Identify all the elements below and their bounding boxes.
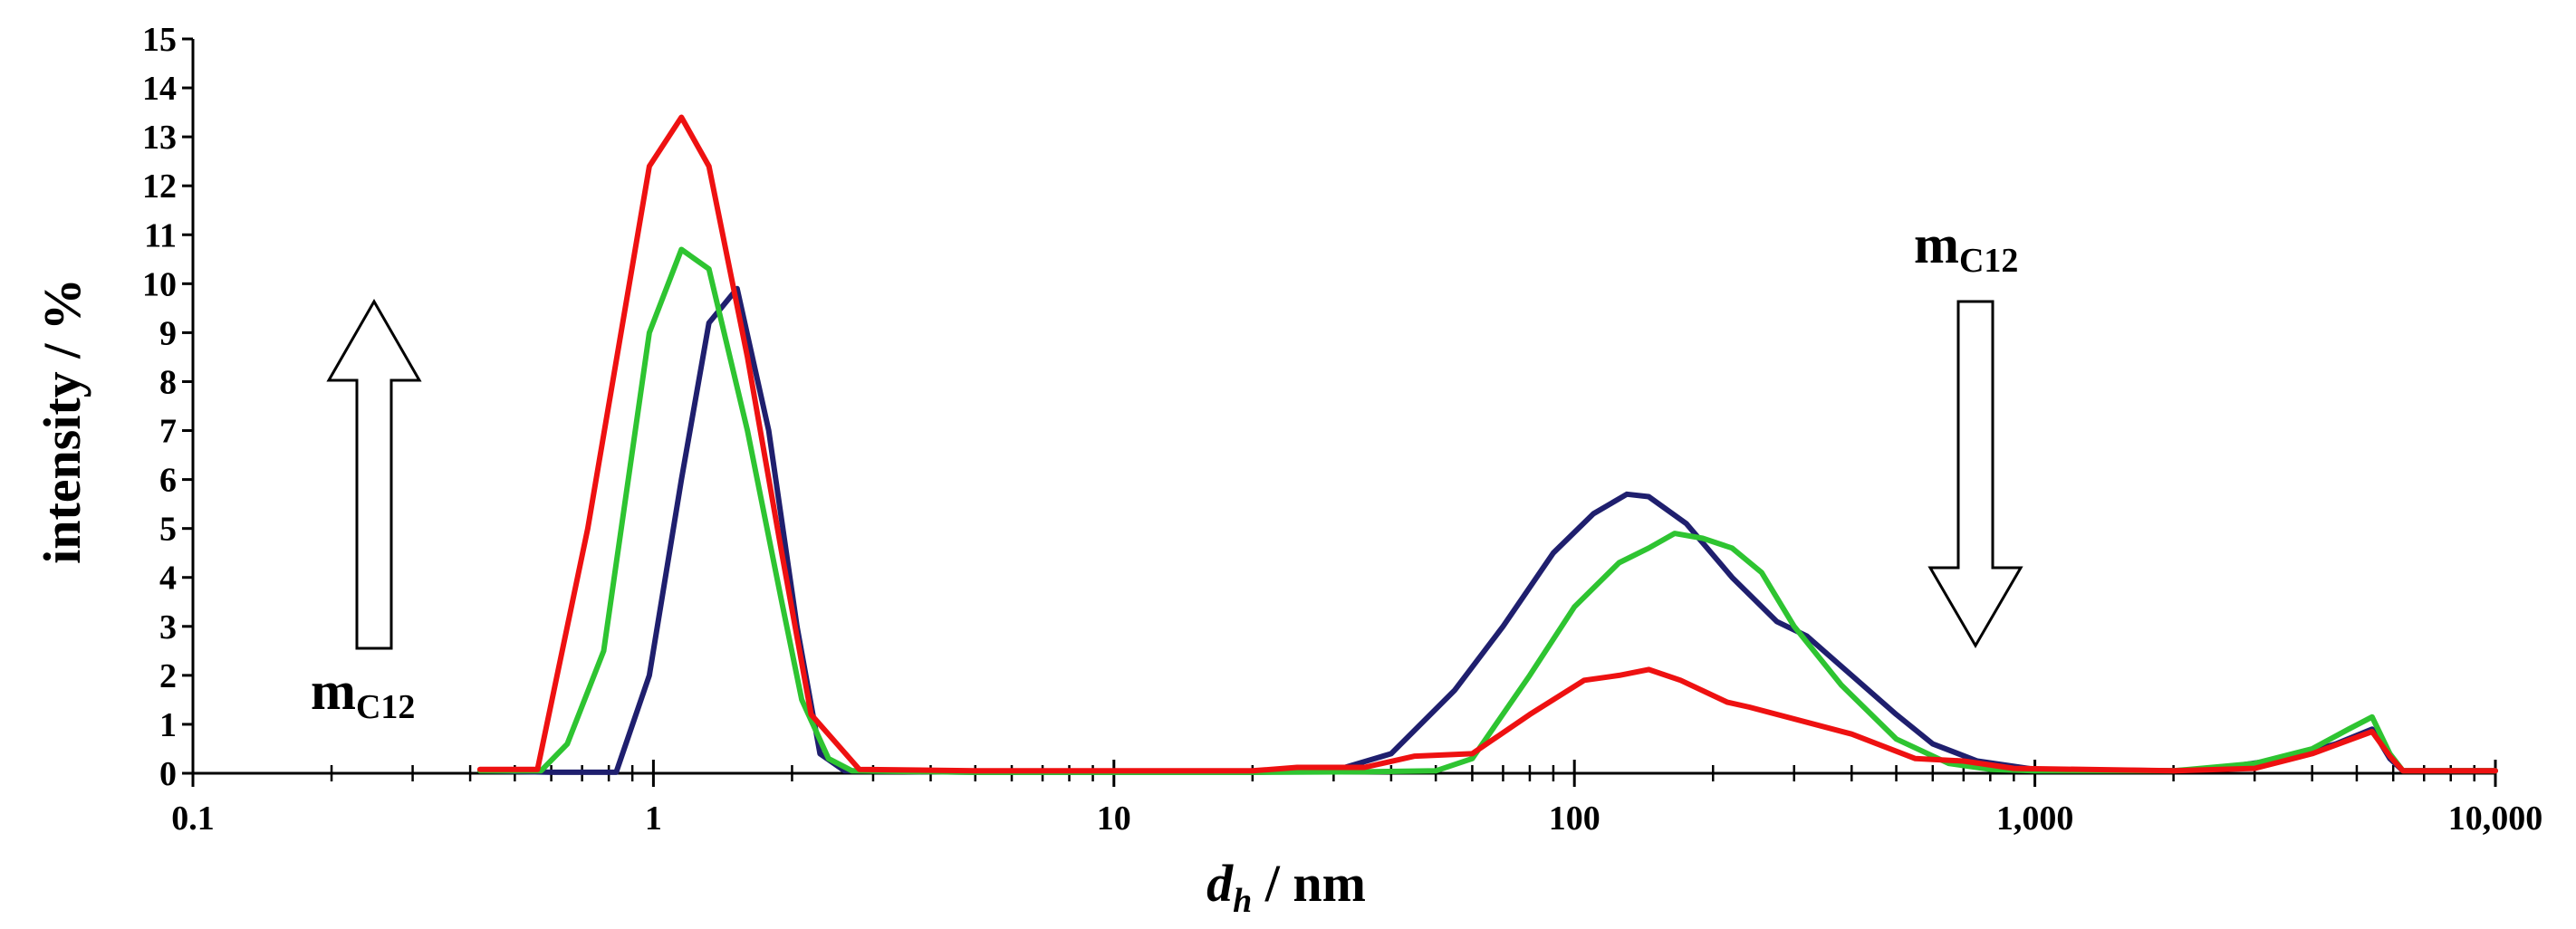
x-axis-title-unit: / nm: [1252, 854, 1366, 913]
y-tick-label: 12: [142, 168, 177, 206]
y-tick-label: 11: [144, 216, 177, 254]
y-tick-label: 9: [159, 314, 177, 352]
x-tick-label: 0.1: [171, 800, 215, 838]
x-tick-label: 10,000: [2448, 800, 2543, 838]
annotation-right: mC12: [1914, 215, 2023, 648]
y-tick-label: 3: [159, 608, 177, 646]
down-arrow-icon: [1927, 300, 2023, 648]
up-arrow-icon: [326, 298, 422, 650]
x-tick-label: 1,000: [1996, 800, 2074, 838]
y-tick-label: 1: [159, 706, 177, 744]
y-axis-title: intensity / %: [33, 278, 91, 564]
x-axis-title-subscript: h: [1233, 882, 1252, 920]
series-layer: [476, 114, 2498, 775]
y-tick-label: 8: [159, 363, 177, 401]
annotation-right-label: mC12: [1914, 215, 2018, 280]
y-tick-label: 4: [159, 560, 177, 598]
y-tick-label: 6: [159, 462, 177, 500]
y-tick-label: 14: [142, 70, 177, 108]
y-tick-label: 0: [159, 755, 177, 793]
annotation-left-label: mC12: [311, 661, 415, 726]
x-tick-label: 100: [1549, 800, 1600, 838]
y-tick-label: 10: [142, 265, 177, 303]
series-line-red: [476, 114, 2498, 774]
y-tick-label: 2: [159, 657, 177, 695]
y-tick-label: 15: [142, 21, 177, 59]
series-line-navy: [476, 285, 2498, 775]
x-tick-label: 1: [645, 800, 662, 838]
y-tick-label: 13: [142, 119, 177, 157]
y-tick-label: 5: [159, 511, 177, 549]
x-tick-label: 10: [1097, 800, 1131, 838]
x-axis-title: dh / nm: [1206, 854, 1366, 920]
x-axis-title-symbol: d: [1206, 854, 1234, 913]
annotation-left: mC12: [311, 298, 422, 726]
y-tick-label: 7: [159, 413, 177, 451]
